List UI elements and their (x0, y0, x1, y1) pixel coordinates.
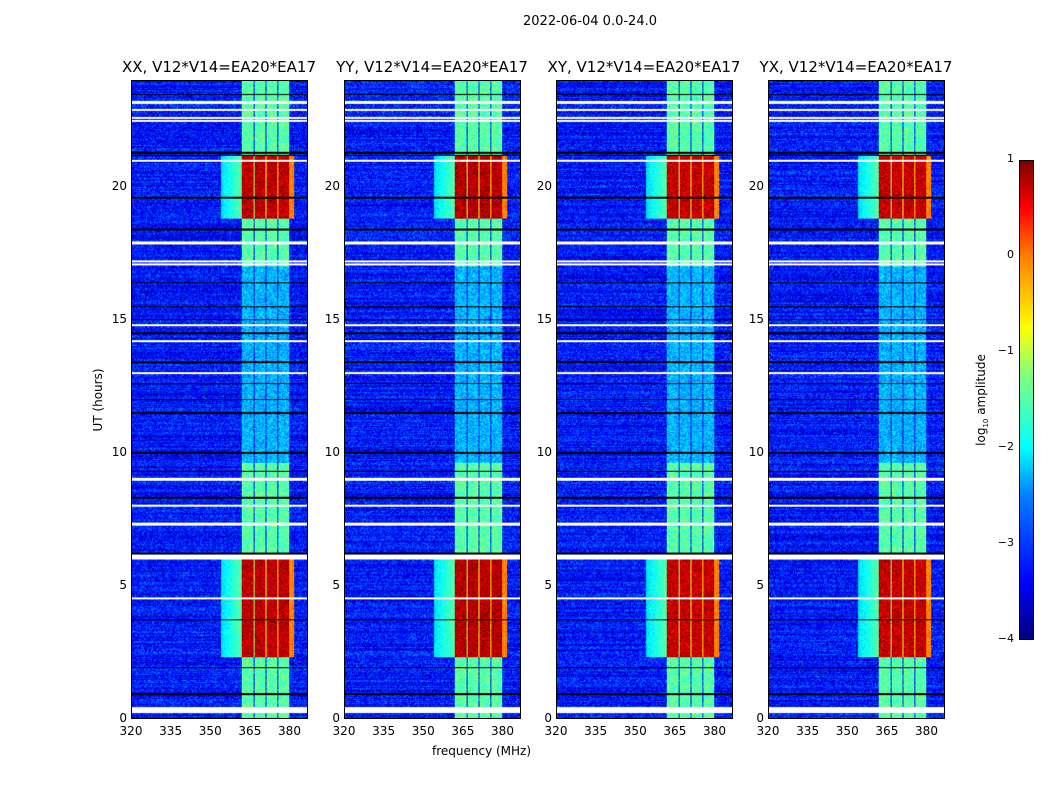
heatmap-image (557, 81, 732, 718)
heatmap-image (345, 81, 520, 718)
x-tick-label: 380 (278, 724, 301, 738)
x-tick-label: 365 (663, 724, 687, 738)
colorbar-tick-label: 1 (1007, 152, 1014, 165)
colorbar-tick-label: −4 (997, 632, 1014, 645)
x-tick-label: 365 (451, 724, 475, 738)
x-tick-label: 380 (915, 724, 938, 738)
y-tick-label: 5 (544, 577, 552, 592)
y-tick-label: 20 (748, 178, 764, 193)
panel-title: XX, V12*V14=EA20*EA17 (121, 58, 316, 76)
y-tick-label: 15 (324, 311, 340, 326)
y-tick-label: 10 (748, 444, 764, 459)
heatmap-panel (344, 80, 521, 719)
y-tick-label: 10 (536, 444, 552, 459)
x-tick-label: 320 (332, 724, 356, 738)
y-tick-label: 20 (536, 178, 552, 193)
y-tick-label: 20 (111, 178, 127, 193)
heatmap-panel (556, 80, 733, 719)
x-tick-label: 320 (756, 724, 780, 738)
heatmap-image (132, 81, 307, 718)
colorbar-tick-label: −3 (997, 536, 1014, 549)
colorbar-tick-label: −2 (997, 440, 1014, 453)
x-tick-label: 365 (238, 724, 262, 738)
colorbar-tick-label: 0 (1007, 248, 1014, 261)
y-tick-label: 20 (324, 178, 340, 193)
y-tick-label: 10 (324, 444, 340, 459)
colorbar (1019, 160, 1034, 640)
y-tick-label: 5 (119, 577, 127, 592)
y-tick-label: 5 (756, 577, 764, 592)
y-tick-label: 0 (756, 711, 764, 725)
x-axis-label: frequency (MHz) (432, 744, 532, 758)
x-tick-label: 335 (796, 724, 820, 738)
colorbar-label: log10 amplitude (973, 354, 991, 446)
x-tick-label: 350 (623, 724, 647, 738)
colorbar-tick-label: −1 (997, 344, 1014, 357)
x-tick-label: 320 (544, 724, 568, 738)
y-tick-label: 0 (119, 711, 127, 725)
y-tick-label: 0 (332, 711, 340, 725)
x-tick-label: 350 (411, 724, 435, 738)
x-tick-label: 350 (198, 724, 222, 738)
x-tick-label: 380 (703, 724, 726, 738)
figure-title: 2022-06-04 0.0-24.0 (523, 14, 657, 29)
y-tick-label: 15 (536, 311, 552, 326)
heatmap-panel (131, 80, 308, 719)
y-tick-label: 15 (748, 311, 764, 326)
y-tick-label: 0 (544, 711, 552, 725)
panel-title: XY, V12*V14=EA20*EA17 (547, 58, 741, 76)
heatmap-image (769, 81, 944, 718)
panel-title: YX, V12*V14=EA20*EA17 (759, 58, 953, 76)
y-axis-label: UT (hours) (91, 368, 105, 432)
y-tick-label: 10 (111, 444, 127, 459)
y-tick-label: 5 (332, 577, 340, 592)
heatmap-panel (768, 80, 945, 719)
x-tick-label: 365 (875, 724, 899, 738)
x-tick-label: 335 (584, 724, 608, 738)
x-tick-label: 335 (372, 724, 396, 738)
x-tick-label: 380 (491, 724, 514, 738)
x-tick-label: 350 (835, 724, 859, 738)
y-tick-label: 15 (111, 311, 127, 326)
x-tick-label: 335 (159, 724, 183, 738)
panel-title: YY, V12*V14=EA20*EA17 (336, 58, 528, 76)
x-tick-label: 320 (119, 724, 143, 738)
